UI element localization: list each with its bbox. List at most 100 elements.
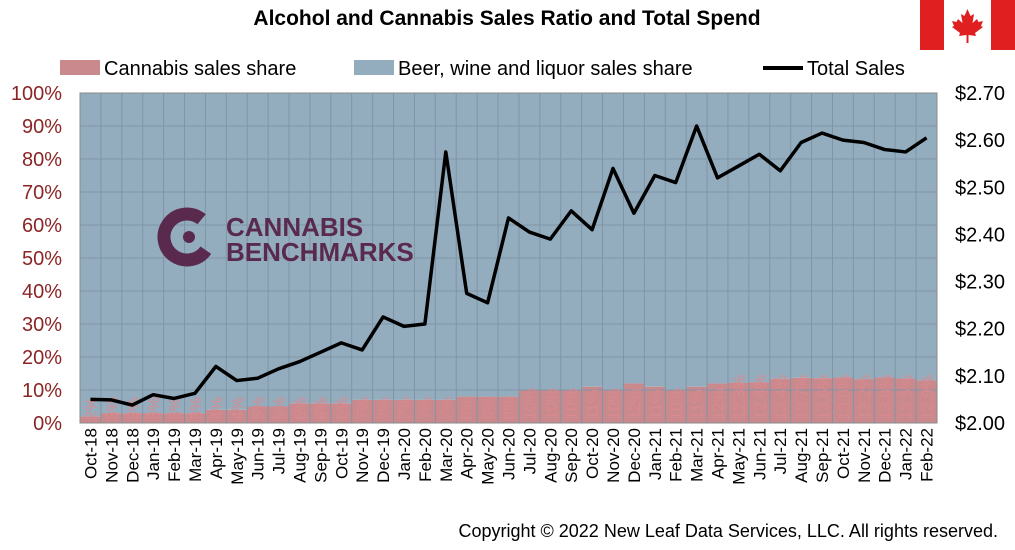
alcohol-share-bar bbox=[560, 93, 583, 390]
cannabis-share-bar bbox=[456, 396, 478, 423]
data-label: 3% bbox=[188, 397, 205, 420]
y-left-tick-label: 80% bbox=[22, 149, 62, 171]
total-sales-series bbox=[90, 124, 928, 407]
cannabis-share-bar bbox=[811, 378, 833, 423]
alcohol-share-bar bbox=[602, 93, 624, 390]
x-tick-label: Mar-20 bbox=[437, 428, 456, 482]
cannabis-share-bar bbox=[372, 399, 395, 423]
data-label: 13.6% bbox=[815, 375, 832, 420]
cannabis-share-bar bbox=[435, 399, 457, 423]
y-left-tick-label: 40% bbox=[22, 281, 62, 303]
legend-label-alcohol: Beer, wine and liquor sales share bbox=[398, 58, 693, 80]
cannabis-share-bar bbox=[289, 403, 311, 423]
y-left-tick-label: 70% bbox=[22, 182, 62, 204]
x-tick-label: Jan-19 bbox=[144, 428, 163, 480]
x-tick-label: Mar-21 bbox=[688, 428, 707, 482]
x-tick-label: Apr-20 bbox=[458, 428, 477, 479]
data-label: 3% bbox=[146, 397, 163, 420]
data-label: 12.9% bbox=[920, 375, 937, 420]
data-label: 2% bbox=[83, 397, 100, 420]
cannabis-share-bar bbox=[874, 377, 896, 423]
x-tick-label: Apr-19 bbox=[207, 428, 226, 479]
cannabis-share-bar bbox=[100, 413, 123, 423]
data-label: 4% bbox=[230, 397, 247, 420]
data-label: 13.7% bbox=[794, 375, 811, 420]
cannabis-share-bar bbox=[832, 377, 854, 423]
cannabis-share-bar bbox=[518, 390, 541, 423]
alcohol-share-bar bbox=[268, 93, 290, 407]
x-tick-label: Jun-20 bbox=[500, 428, 519, 480]
cannabis-share-bar bbox=[727, 382, 750, 423]
y-left-tick-label: 10% bbox=[22, 380, 62, 402]
data-label: 12.3% bbox=[731, 375, 748, 420]
cannabis-share-bar bbox=[226, 409, 248, 423]
x-tick-label: Nov-21 bbox=[855, 428, 874, 483]
cannabis-share-bar bbox=[644, 386, 666, 423]
alcohol-share-bar bbox=[456, 93, 478, 397]
x-tick-label: Feb-20 bbox=[416, 428, 435, 482]
x-tick-label: Aug-20 bbox=[541, 428, 560, 483]
data-label: 7% bbox=[376, 397, 393, 420]
data-label: 7% bbox=[355, 397, 372, 420]
x-tick-label: Jun-19 bbox=[249, 428, 268, 480]
cannabis-share-bar bbox=[205, 409, 227, 423]
alcohol-share-bar bbox=[581, 93, 604, 387]
chart-title: Alcohol and Cannabis Sales Ratio and Tot… bbox=[253, 7, 760, 30]
cannabis-share-bar bbox=[80, 416, 102, 423]
y-left-tick-label: 50% bbox=[22, 248, 62, 270]
y-right-tick-label: $2.00 bbox=[955, 413, 1005, 435]
x-tick-label: Nov-20 bbox=[604, 428, 623, 483]
alcohol-share-bar bbox=[874, 93, 896, 378]
cannabis-share-bar bbox=[665, 390, 687, 423]
legend-label-total-sales: Total Sales bbox=[807, 58, 905, 80]
canada-flag-icon bbox=[920, 0, 1015, 50]
data-label: 10% bbox=[606, 388, 623, 420]
data-label: 10% bbox=[522, 388, 539, 420]
cannabis-share-bar bbox=[623, 383, 645, 423]
x-tick-label: Nov-18 bbox=[102, 428, 121, 483]
data-label: 7% bbox=[397, 397, 414, 420]
alcohol-share-bar bbox=[498, 93, 520, 397]
data-label: 13.5% bbox=[899, 375, 916, 420]
alcohol-share-bar bbox=[832, 93, 854, 378]
x-tick-label: Feb-22 bbox=[918, 428, 937, 482]
alcohol-share-bar bbox=[477, 93, 499, 397]
cannabis-share-bar bbox=[498, 396, 520, 423]
x-tick-label: Jun-21 bbox=[750, 428, 769, 480]
data-label: 12% bbox=[627, 388, 644, 420]
data-label: 8% bbox=[481, 397, 498, 420]
alcohol-share-bar bbox=[289, 93, 311, 404]
copyright-text: Copyright © 2022 New Leaf Data Services,… bbox=[458, 521, 998, 541]
x-axis: Oct-18 Nov-18 Dec-18 Jan-19 Feb-19 Mar-19 Apr-… bbox=[81, 428, 936, 485]
alcohol-share-bar bbox=[853, 93, 875, 380]
cannabis-share-bar bbox=[268, 406, 290, 423]
x-tick-label: Jan-21 bbox=[646, 428, 665, 480]
x-tick-label: May-20 bbox=[479, 428, 498, 485]
y-left-tick-label: 100% bbox=[11, 83, 62, 105]
x-tick-label: Sep-19 bbox=[311, 428, 330, 483]
y-right-tick-label: $2.40 bbox=[955, 224, 1005, 246]
alcohol-share-bar bbox=[644, 93, 666, 387]
alcohol-share-bar bbox=[811, 93, 833, 379]
alcohol-share-bar bbox=[142, 93, 165, 414]
x-tick-label: Apr-21 bbox=[709, 428, 728, 479]
right-axis: $2.00 $2.10 $2.20 $2.30 $2.40 $2.50 $2.60 $2.70 bbox=[955, 83, 1005, 435]
alcohol-share-bar bbox=[539, 93, 562, 390]
cannabis-share-bar bbox=[309, 403, 332, 423]
data-label: 6% bbox=[313, 397, 330, 420]
x-tick-label: Dec-20 bbox=[625, 428, 644, 483]
legend-swatch-alcohol bbox=[354, 60, 394, 75]
x-tick-label: Oct-18 bbox=[81, 428, 100, 479]
cannabis-share-bar bbox=[581, 386, 604, 423]
data-label: 6% bbox=[292, 397, 309, 420]
cannabis-share-bar bbox=[686, 386, 708, 423]
cannabis-share-bar bbox=[163, 413, 186, 423]
data-label: 7% bbox=[439, 397, 456, 420]
y-right-tick-label: $2.60 bbox=[955, 130, 1005, 152]
data-label: 12.4% bbox=[752, 375, 769, 420]
cannabis-share-bar bbox=[121, 413, 144, 423]
alcohol-share-bar bbox=[665, 93, 687, 390]
alcohol-share-bar bbox=[121, 93, 144, 414]
cannabis-share-bar bbox=[184, 413, 206, 423]
alcohol-share-bar bbox=[916, 93, 938, 381]
